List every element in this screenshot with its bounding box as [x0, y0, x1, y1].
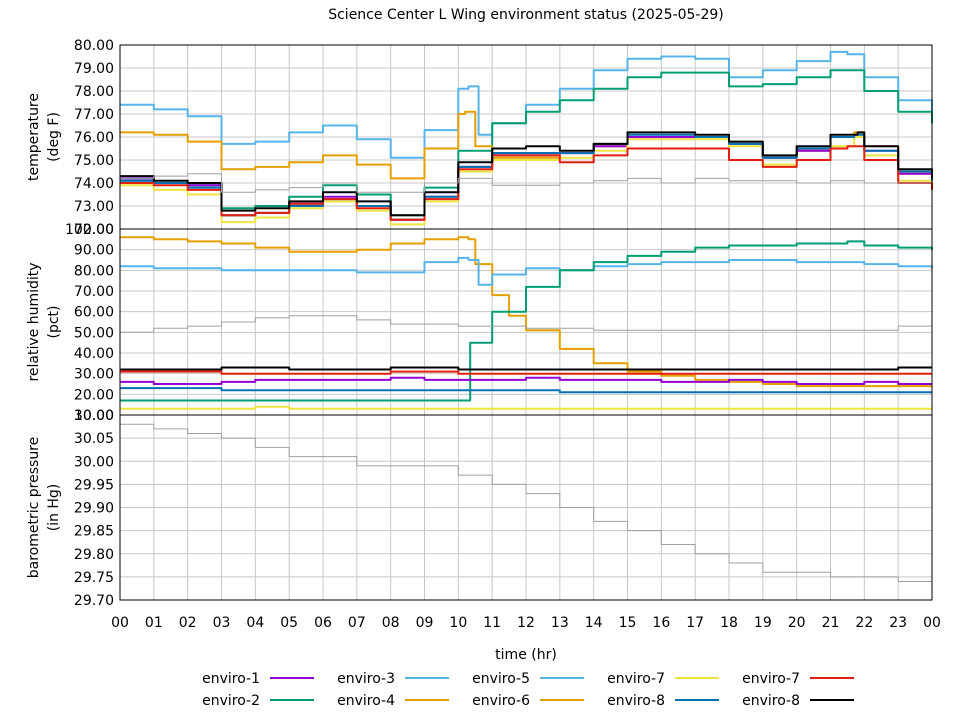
panel-pressure: 29.70 29.75 29.80 29.85 29.90 29.95 30.00 30.05…: [26, 408, 933, 609]
legend-label: enviro-6: [472, 693, 530, 709]
y-tick-label: 80.00: [74, 263, 114, 279]
y-tick-label: 90.00: [74, 243, 114, 259]
x-tick-label: 18: [720, 615, 738, 631]
y-tick-label: 70.00: [74, 284, 114, 300]
x-tick-label: 04: [246, 615, 264, 631]
y-tick-label: 79.00: [74, 61, 114, 77]
x-tick-label: 05: [280, 615, 298, 631]
legend-label: enviro-5: [472, 671, 530, 687]
series-line-enviro-7: [120, 136, 933, 226]
series-line-enviro-2: [120, 240, 933, 402]
y-tick-label: 50.00: [74, 325, 114, 341]
y-tick-label: 30.00: [74, 408, 114, 424]
panel-temperature: 72.00 73.00 74.00 75.00 76.00 77.00 78.00 79.00…: [26, 38, 933, 238]
series-line-indoor: [120, 423, 933, 591]
y-tick-label: 29.70: [74, 593, 114, 609]
y-tick-label: 72.00: [74, 222, 114, 238]
y-tick-label: 80.00: [74, 38, 114, 54]
panels: 72.00 73.00 74.00 75.00 76.00 77.00 78.00 79.00…: [26, 38, 933, 609]
x-tick-label: 09: [416, 615, 434, 631]
y-tick-label: 75.00: [74, 153, 114, 169]
y-axis-label: relative humidity: [26, 262, 42, 381]
y-tick-label: 29.80: [74, 547, 114, 563]
plot-frame: [119, 414, 933, 601]
y-tick-label: 29.85: [74, 524, 114, 540]
x-tick-label: 17: [686, 615, 704, 631]
y-tick-label: 40.00: [74, 346, 114, 362]
y-tick-label: 20.00: [74, 387, 114, 403]
y-tick-label: 77.00: [74, 107, 114, 123]
y-tick-label: 60.00: [74, 305, 114, 321]
legend-label: enviro-7: [742, 671, 800, 687]
x-tick-label: 02: [179, 615, 197, 631]
y-axis-label: barometric pressure: [26, 437, 42, 578]
series-line-enviro-8: [120, 366, 932, 371]
legend-label: enviro-7: [607, 671, 665, 687]
x-tick-label: 00: [923, 615, 941, 631]
series-line-enviro-8: [120, 387, 932, 394]
series-line-enviro-1: [120, 376, 932, 385]
x-tick-label: 03: [213, 615, 231, 631]
y-tick-label: 29.75: [74, 570, 114, 586]
x-tick-label: 15: [619, 615, 637, 631]
y-axis-label: temperature: [26, 93, 42, 181]
series-line-enviro-2: [120, 69, 933, 217]
x-tick-label: 19: [754, 615, 772, 631]
chart-title: Science Center L Wing environment status…: [328, 7, 724, 23]
y-tick-label: 100.00: [65, 222, 114, 238]
x-tick-label: 22: [855, 615, 873, 631]
series-line-enviro-8: [120, 131, 933, 217]
legend-label: enviro-8: [742, 693, 800, 709]
y-tick-label: 10.00: [74, 408, 114, 424]
series-line-enviro-5: [120, 256, 933, 286]
series-line-enviro-7: [120, 145, 933, 221]
legend-label: enviro-8: [607, 693, 665, 709]
legend-label: enviro-4: [337, 693, 395, 709]
y-tick-label: 30.00: [74, 454, 114, 470]
x-tick-label: 20: [788, 615, 806, 631]
series-line-enviro-7: [120, 405, 932, 410]
x-tick-label: 07: [348, 615, 366, 631]
y-tick-label: 73.00: [74, 199, 114, 215]
x-tick-label: 16: [652, 615, 670, 631]
x-tick-label: 21: [822, 615, 840, 631]
y-axis-unit: (in Hg): [46, 484, 62, 532]
y-tick-label: 29.90: [74, 501, 114, 517]
x-tick-label: 06: [314, 615, 332, 631]
series-line-indoor: [120, 315, 933, 333]
y-tick-label: 78.00: [74, 84, 114, 100]
y-tick-label: 30.05: [74, 431, 114, 447]
x-tick-label: 11: [483, 615, 501, 631]
x-tick-label: 14: [585, 615, 603, 631]
x-tick-label: 23: [889, 615, 907, 631]
y-axis-unit: (pct): [46, 306, 62, 339]
x-tick-label: 10: [449, 615, 467, 631]
y-axis-unit: (deg F): [46, 112, 62, 162]
series-line-enviro-7: [120, 370, 932, 375]
y-tick-label: 76.00: [74, 130, 114, 146]
y-tick-label: 29.95: [74, 477, 114, 493]
legend: enviro-1 enviro-2 enviro-3 enviro-4 enviro-5…: [0, 671, 854, 709]
y-tick-label: 30.00: [74, 367, 114, 383]
legend-label: enviro-1: [202, 671, 260, 687]
legend-label: enviro-2: [202, 693, 260, 709]
x-tick-label: 08: [382, 615, 400, 631]
x-axis-ticks: 00 01 02 03 04 05 06 07 08 09 10 11 12 13 14 15 16 17 18 19…: [111, 615, 941, 631]
x-tick-label: 00: [111, 615, 129, 631]
x-axis-label: time (hr): [495, 647, 557, 663]
x-tick-label: 12: [517, 615, 535, 631]
x-tick-label: 01: [145, 615, 163, 631]
x-tick-label: 13: [551, 615, 569, 631]
panel-humidity: 10.00 20.00 30.00 40.00 50.00 60.00 70.00 80.00…: [26, 222, 933, 424]
series-line-indoor: [120, 173, 932, 193]
legend-label: enviro-3: [337, 671, 395, 687]
y-tick-label: 74.00: [74, 176, 114, 192]
